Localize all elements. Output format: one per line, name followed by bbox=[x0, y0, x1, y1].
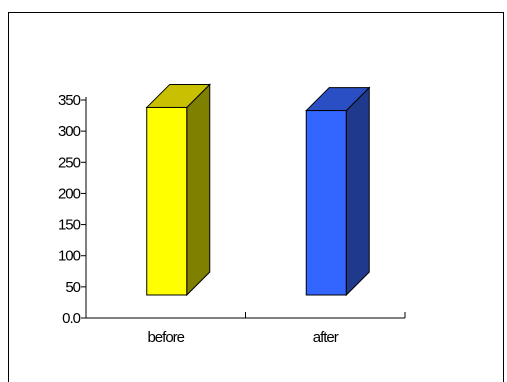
bar-before bbox=[145, 83, 211, 297]
bar-side-face bbox=[186, 83, 211, 297]
y-tick-label: 200 bbox=[58, 185, 81, 202]
bar-front-face bbox=[146, 106, 188, 296]
x-ticks: before after bbox=[147, 312, 406, 346]
bar-after bbox=[305, 86, 371, 297]
bars bbox=[145, 83, 371, 297]
x-tick-label-before: before bbox=[147, 329, 184, 346]
bar-chart: 0.0 50 100 150 200 250 300 350 before after bbox=[58, 83, 406, 346]
x-tick-label-after: after bbox=[313, 329, 339, 346]
y-tick-label: 250 bbox=[58, 154, 81, 171]
bar-side-face bbox=[345, 86, 370, 297]
chart-frame bbox=[8, 12, 504, 382]
y-tick-label: 50 bbox=[65, 279, 80, 296]
y-tick-label: 300 bbox=[58, 123, 81, 140]
y-tick-label: 100 bbox=[58, 248, 81, 265]
y-tick-label: 0.0 bbox=[62, 310, 81, 327]
y-ticks: 0.0 50 100 150 200 250 300 350 bbox=[58, 92, 86, 327]
y-tick-label: 350 bbox=[58, 92, 81, 109]
y-tick-label: 150 bbox=[58, 217, 81, 234]
bar-front-face bbox=[305, 110, 347, 296]
